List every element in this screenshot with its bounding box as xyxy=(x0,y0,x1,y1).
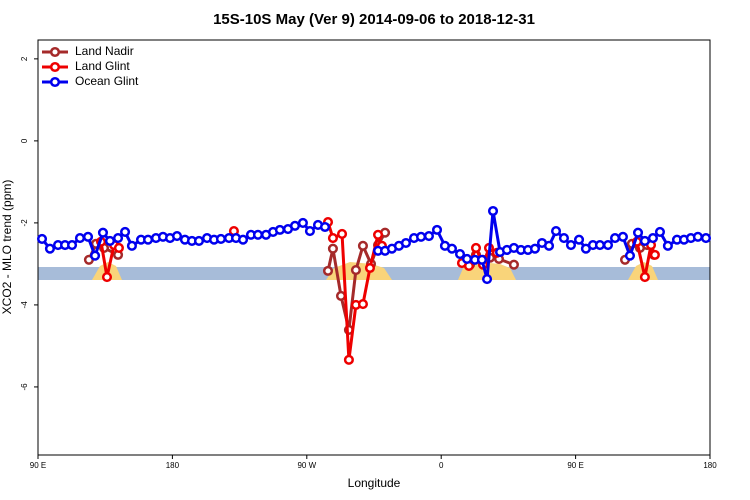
data-point xyxy=(543,240,555,251)
data-point xyxy=(171,230,183,242)
data-point xyxy=(237,234,249,245)
data-point xyxy=(357,299,368,310)
data-point xyxy=(461,253,473,265)
x-tick-label: 180 xyxy=(703,461,717,470)
data-point xyxy=(104,235,116,246)
data-point xyxy=(336,228,348,240)
data-point xyxy=(74,233,86,244)
data-point xyxy=(692,231,703,242)
data-point xyxy=(274,224,285,235)
data-point xyxy=(193,235,205,246)
legend-marker xyxy=(49,46,61,58)
data-point xyxy=(343,354,354,365)
data-point xyxy=(602,239,614,251)
y-tick-label: -2 xyxy=(20,219,29,227)
x-tick-label: 90 E xyxy=(30,461,46,470)
data-point xyxy=(446,243,458,254)
x-tick-label: 180 xyxy=(166,461,180,470)
plot-frame xyxy=(37,39,711,456)
data-point xyxy=(508,259,519,270)
data-point xyxy=(558,233,570,244)
data-point xyxy=(364,262,376,274)
data-point xyxy=(143,234,154,245)
data-point xyxy=(565,239,577,251)
x-tick-label: 0 xyxy=(439,461,444,470)
data-point xyxy=(609,233,621,244)
data-point xyxy=(252,229,264,240)
legend-marker xyxy=(49,76,61,88)
y-tick-label: 0 xyxy=(20,138,29,143)
y-tick-label: -4 xyxy=(20,301,29,309)
data-point xyxy=(97,227,109,238)
data-point xyxy=(101,271,113,283)
data-point xyxy=(327,233,338,244)
data-point xyxy=(700,233,712,244)
data-point xyxy=(44,243,55,254)
data-point xyxy=(594,239,605,251)
data-point xyxy=(89,250,101,261)
data-point xyxy=(322,265,334,276)
data-point xyxy=(662,240,673,251)
legend-label: Land Glint xyxy=(75,59,130,73)
x-tick-label: 90 W xyxy=(297,461,316,470)
data-point xyxy=(487,205,499,217)
data-point xyxy=(289,220,301,231)
data-point xyxy=(297,217,308,228)
data-point xyxy=(113,242,124,253)
data-point xyxy=(112,233,124,244)
data-point xyxy=(66,239,78,251)
data-point xyxy=(327,243,338,254)
data-point xyxy=(126,240,137,251)
y-axis-label: XCO2 - MLO trend (ppm) xyxy=(0,180,14,315)
data-point xyxy=(573,234,585,245)
data-point xyxy=(82,231,94,242)
data-point xyxy=(400,237,412,249)
data-point xyxy=(335,290,347,301)
data-point xyxy=(350,265,361,276)
legend-marker xyxy=(49,61,61,73)
data-point xyxy=(372,229,384,240)
data-point xyxy=(617,231,628,242)
data-point xyxy=(529,243,541,254)
data-point xyxy=(647,233,659,244)
y-tick-label: 2 xyxy=(20,56,29,61)
data-point xyxy=(120,226,131,237)
data-point xyxy=(639,235,650,246)
data-point xyxy=(415,231,427,242)
data-point xyxy=(476,254,488,265)
data-point xyxy=(470,242,482,253)
x-tick-label: 90 E xyxy=(567,461,583,470)
data-point xyxy=(654,226,666,237)
data-point xyxy=(357,240,368,251)
legend-label: Ocean Glint xyxy=(75,74,139,88)
legend-label: Land Nadir xyxy=(75,44,134,58)
data-point xyxy=(304,226,315,237)
y-tick-label: -6 xyxy=(20,383,29,391)
data-point xyxy=(550,226,562,237)
data-point xyxy=(215,233,226,244)
data-point xyxy=(481,274,493,285)
data-point xyxy=(639,271,650,283)
data-point xyxy=(454,249,466,260)
data-point xyxy=(649,249,660,260)
data-point xyxy=(36,233,48,244)
data-point xyxy=(624,250,636,261)
data-point xyxy=(431,224,443,235)
data-point xyxy=(423,230,435,242)
data-point xyxy=(632,227,644,238)
chart-title: 15S-10S May (Ver 9) 2014-09-06 to 2018-1… xyxy=(213,11,535,28)
data-point xyxy=(319,221,331,233)
x-axis-label: Longitude xyxy=(348,476,401,490)
